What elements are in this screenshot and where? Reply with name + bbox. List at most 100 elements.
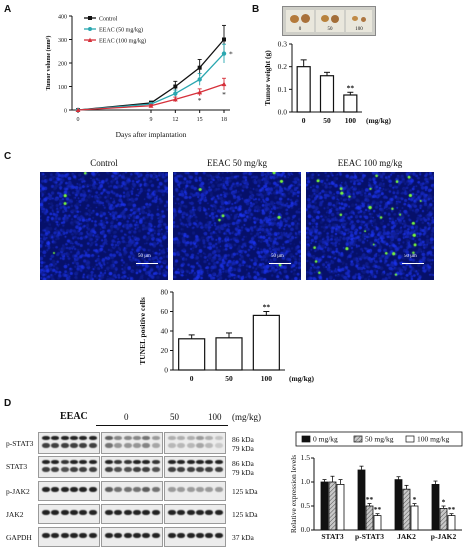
protein-band xyxy=(177,487,186,493)
panel-label-d: D xyxy=(4,398,12,409)
legend-swatch xyxy=(301,435,311,443)
wb-kda-label: 86 kDa xyxy=(232,459,254,468)
legend-label: 50 mg/kg xyxy=(365,435,394,444)
wb-row-label: GAPDH xyxy=(6,533,32,542)
wb-row-label: JAK2 xyxy=(6,510,24,519)
protein-band xyxy=(132,487,141,493)
tumor-photo-tile-50: 50 xyxy=(316,10,344,32)
protein-band xyxy=(195,533,204,539)
protein-band xyxy=(60,510,69,516)
protein-band xyxy=(123,487,132,493)
tumor-photo-tile-control: 0 xyxy=(286,10,314,32)
bar xyxy=(439,508,448,531)
y-tick-label: 400 xyxy=(58,15,67,21)
wb-row-label: p-JAK2 xyxy=(6,487,30,496)
tumor-photo-label: 50 xyxy=(327,27,333,32)
bar xyxy=(343,94,358,113)
legend-box xyxy=(295,431,463,447)
blot-strip xyxy=(101,481,163,501)
scale-bar-label: 50 μm xyxy=(271,254,284,259)
protein-band xyxy=(132,436,141,441)
wb-kda-label: 86 kDa xyxy=(232,435,254,444)
blot-strip xyxy=(38,456,100,478)
legend-marker xyxy=(88,27,92,31)
protein-band xyxy=(195,460,204,465)
protein-band xyxy=(151,510,160,516)
protein-band xyxy=(195,510,204,516)
protein-band xyxy=(123,533,132,539)
x-tick-label: JAK2 xyxy=(397,532,416,541)
wb-row-label: STAT3 xyxy=(6,462,28,471)
protein-band xyxy=(214,533,223,539)
protein-band xyxy=(214,436,223,441)
protein-band xyxy=(114,436,123,441)
legend-swatch xyxy=(353,435,363,443)
tumor-photo-tile-100: 100 xyxy=(346,10,372,32)
protein-band xyxy=(205,510,214,516)
protein-band xyxy=(142,466,151,472)
protein-band xyxy=(88,510,97,516)
expression-chart: 0 mg/kg 50 mg/kg 100 mg/kg 0.0 0.5 1.0 1.5Rela… xyxy=(290,431,463,541)
western-drug-label: EEAC xyxy=(60,411,88,422)
data-point xyxy=(221,51,227,56)
protein-band xyxy=(105,436,113,441)
y-tick-label: 0.0 xyxy=(301,525,311,534)
legend-swatch xyxy=(405,435,415,443)
protein-band xyxy=(214,460,223,465)
protein-band xyxy=(151,487,160,493)
significance-marker: ** xyxy=(366,495,374,504)
tumor-photo: 0 50 100 xyxy=(282,6,376,36)
legend-label: 0 mg/kg xyxy=(313,435,338,444)
x-tick-label: 50 xyxy=(323,116,331,125)
protein-band xyxy=(132,466,141,472)
significance-marker: ** xyxy=(263,303,271,312)
protein-band xyxy=(114,466,123,472)
protein-band xyxy=(88,442,97,448)
data-point xyxy=(148,103,154,108)
blot-strip xyxy=(164,456,226,478)
protein-band xyxy=(205,487,214,493)
wb-kda-label: 37 kDa xyxy=(232,533,254,542)
dose-divider xyxy=(96,425,228,426)
protein-band xyxy=(123,436,132,441)
bar xyxy=(373,515,382,531)
protein-band xyxy=(186,466,195,472)
legend-label: EEAC (100 mg/kg) xyxy=(99,38,146,45)
micrograph-title: EEAC 50 mg/kg xyxy=(207,158,267,168)
protein-band xyxy=(42,533,50,539)
y-tick-label: 300 xyxy=(58,38,67,44)
data-point xyxy=(75,107,81,112)
micrograph-control: Control 50 μm xyxy=(40,158,168,280)
protein-band xyxy=(42,460,50,465)
protein-band xyxy=(69,510,78,516)
protein-band xyxy=(168,533,176,539)
significance-marker: * xyxy=(198,96,202,105)
protein-band xyxy=(205,466,214,472)
protein-band xyxy=(79,487,88,493)
protein-band xyxy=(60,442,69,448)
fluorescence-image xyxy=(40,172,168,280)
bar xyxy=(410,505,419,531)
protein-band xyxy=(51,487,60,493)
tumor-photo-label: 0 xyxy=(298,27,302,32)
blot-strip xyxy=(101,432,163,454)
legend-label: Control xyxy=(99,17,118,23)
western-dose-label: 50 xyxy=(170,412,179,422)
protein-band xyxy=(114,442,123,448)
protein-band xyxy=(105,510,113,516)
legend-label: 100 mg/kg xyxy=(417,435,450,444)
protein-band xyxy=(205,533,214,539)
protein-band xyxy=(177,442,186,448)
legend-label: EEAC (50 mg/kg) xyxy=(99,27,143,34)
protein-band xyxy=(186,510,195,516)
y-axis-label: Relative expression levels xyxy=(290,455,298,533)
tumor-specimen xyxy=(290,15,299,23)
bar xyxy=(328,481,337,531)
protein-band xyxy=(79,533,88,539)
y-tick-label: 0.5 xyxy=(301,501,311,510)
micrograph-eeac-100: EEAC 100 mg/kg 50 μm xyxy=(306,158,434,280)
protein-band xyxy=(69,533,78,539)
protein-band xyxy=(105,460,113,465)
protein-band xyxy=(151,460,160,465)
protein-band xyxy=(88,533,97,539)
